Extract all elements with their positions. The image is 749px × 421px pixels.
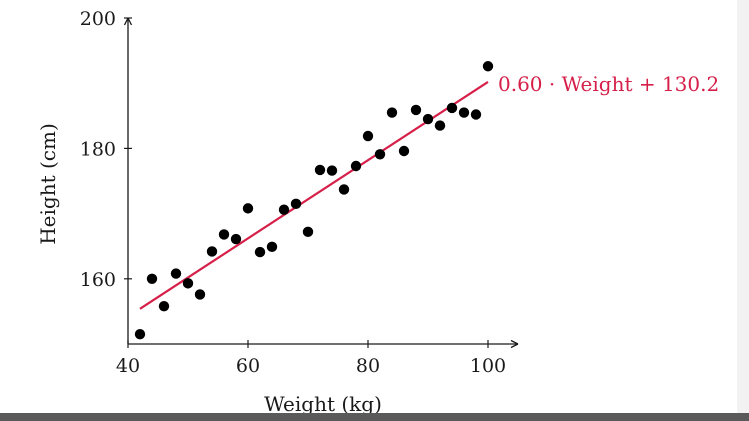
data-point	[206, 246, 218, 257]
window-edge	[737, 0, 749, 413]
bottom-bar	[0, 413, 749, 421]
y-axis-arrow	[123, 17, 133, 26]
data-point	[362, 130, 374, 142]
data-point	[290, 198, 302, 210]
data-point	[446, 102, 458, 114]
data-point	[374, 149, 386, 160]
y-axis-title: Height (cm)	[36, 123, 60, 245]
data-point	[470, 109, 482, 120]
data-point	[278, 204, 290, 215]
data-point	[230, 233, 242, 245]
axes	[123, 17, 519, 349]
data-point	[398, 145, 410, 157]
data-points	[134, 61, 494, 340]
data-point	[134, 329, 146, 340]
x-tick-label: 100	[470, 355, 506, 377]
data-point	[422, 113, 434, 125]
x-axis-title: Weight (kg)	[264, 392, 382, 416]
y-tick-label: 180	[80, 138, 116, 160]
y-tick-label: 160	[80, 269, 116, 291]
data-point	[458, 107, 470, 118]
data-point	[326, 165, 338, 176]
fit-line-group	[139, 80, 489, 310]
data-point	[338, 184, 350, 195]
data-point	[146, 273, 158, 284]
x-tick-label: 60	[236, 355, 260, 377]
data-point	[434, 120, 446, 131]
y-tick-label: 200	[80, 8, 116, 30]
data-point	[182, 278, 194, 289]
data-point	[302, 226, 314, 238]
data-point	[158, 300, 170, 312]
fit-line-label: 0.60 · Weight + 130.2	[498, 72, 719, 96]
ticks: 40 60 80 100 160 180 200	[80, 8, 506, 377]
data-point	[218, 229, 230, 240]
data-point	[386, 107, 398, 118]
data-point	[242, 203, 254, 214]
data-point	[254, 246, 266, 258]
data-point	[350, 160, 362, 172]
data-point	[266, 241, 278, 253]
data-point	[482, 61, 494, 72]
data-point	[170, 268, 182, 279]
x-tick-label: 80	[356, 355, 380, 377]
data-point	[314, 164, 326, 176]
data-point	[410, 104, 422, 116]
x-axis-arrow	[510, 339, 519, 349]
data-point	[194, 289, 206, 300]
x-tick-label: 40	[116, 355, 140, 377]
fit-line	[139, 80, 489, 310]
